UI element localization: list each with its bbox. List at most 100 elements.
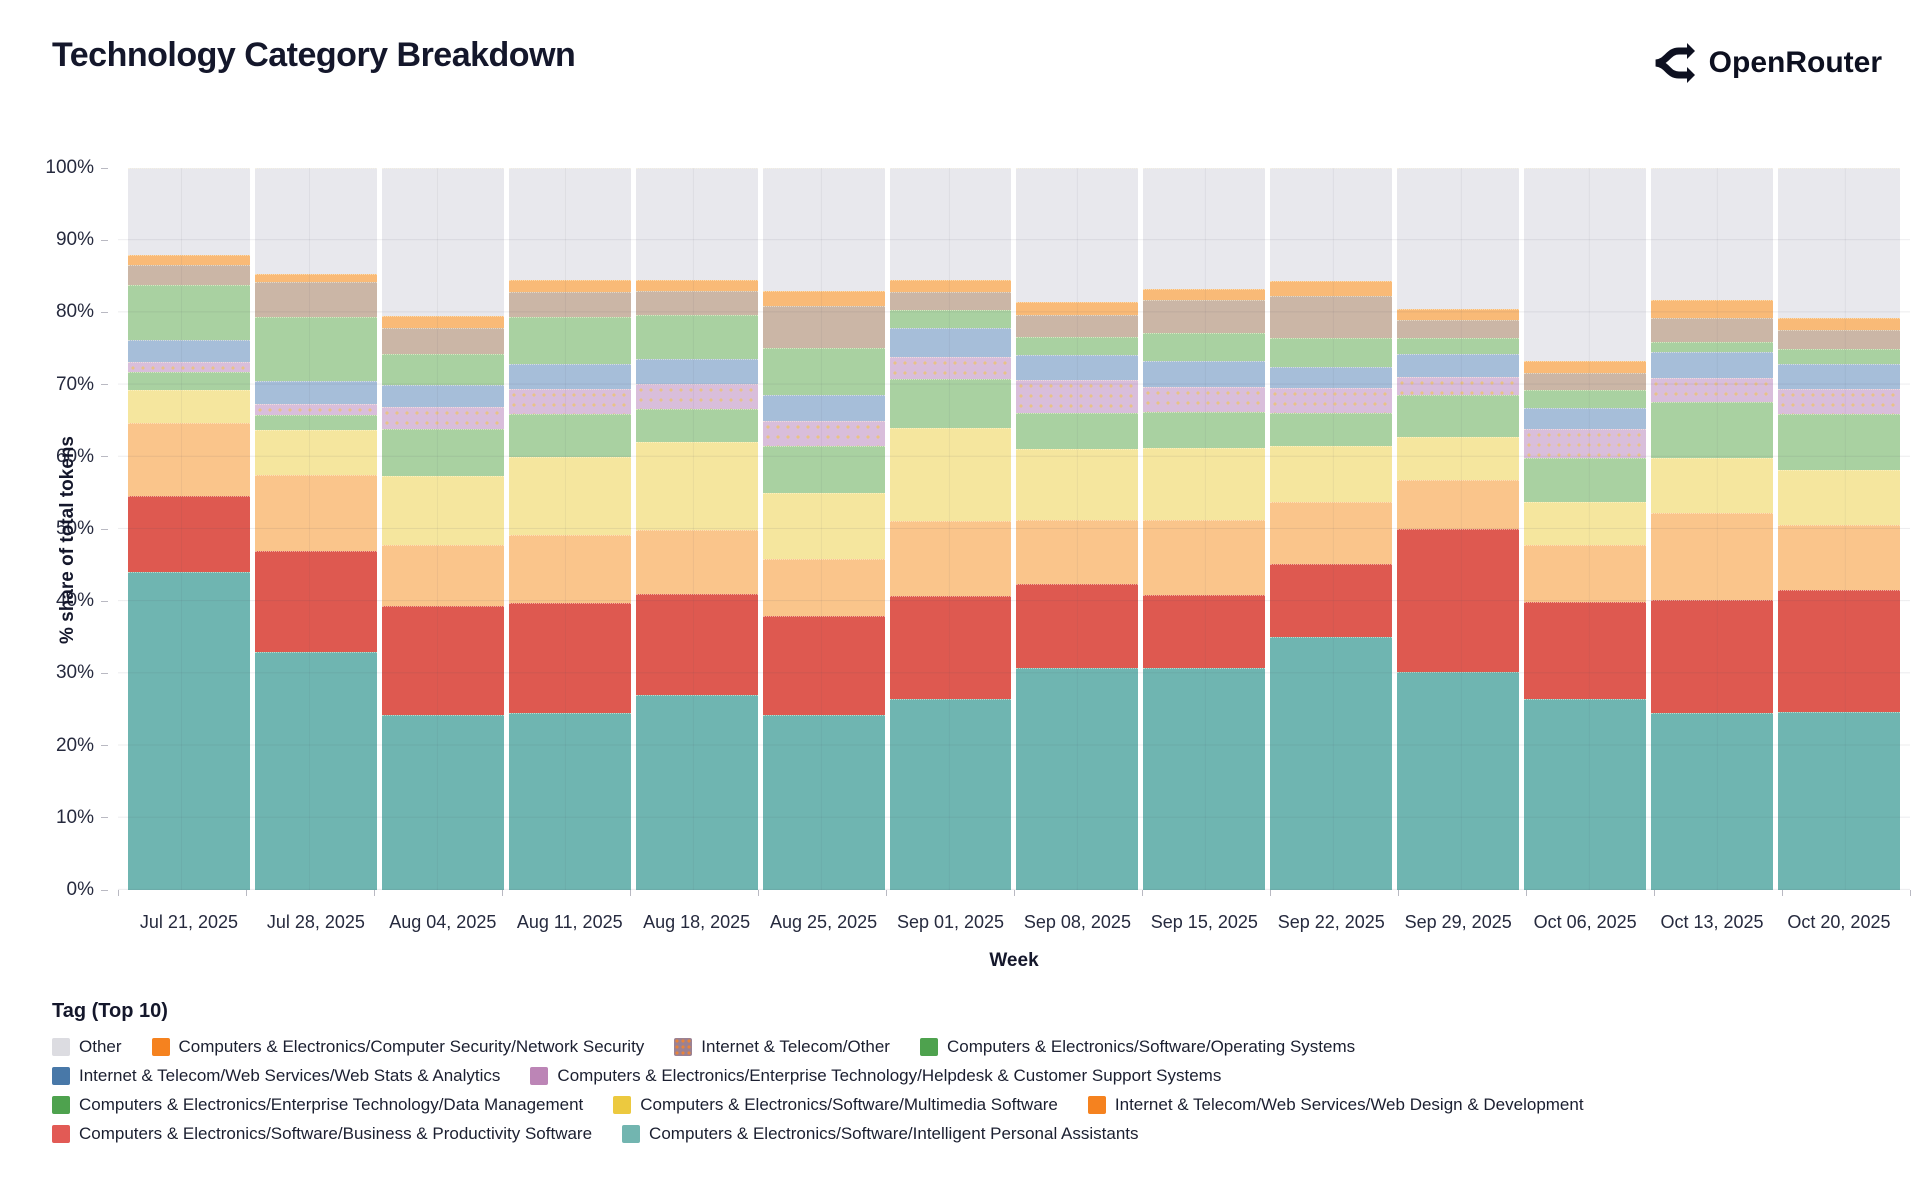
bar-segment[interactable]	[254, 474, 377, 551]
bar-segment[interactable]	[254, 404, 377, 415]
bar-segment[interactable]	[1143, 386, 1266, 412]
bar-segment[interactable]	[1143, 520, 1266, 595]
bar-segment[interactable]	[1777, 330, 1900, 350]
bar-segment[interactable]	[1777, 318, 1900, 331]
bar-column-oct-20-2025[interactable]	[1777, 168, 1900, 890]
bar-segment[interactable]	[635, 442, 758, 531]
bar-column-sep-01-2025[interactable]	[889, 168, 1012, 890]
bar-segment[interactable]	[889, 168, 1012, 280]
bar-segment[interactable]	[508, 602, 631, 714]
bar-segment[interactable]	[1651, 458, 1773, 514]
bar-segment[interactable]	[1270, 563, 1393, 638]
bar-segment[interactable]	[762, 348, 885, 396]
legend-item[interactable]: Internet & Telecom/Web Services/Web Stat…	[52, 1066, 500, 1086]
bar-segment[interactable]	[128, 496, 250, 573]
bar-segment[interactable]	[1651, 341, 1773, 353]
bar-segment[interactable]	[381, 168, 504, 316]
bar-segment[interactable]	[1651, 513, 1773, 600]
bar-segment[interactable]	[635, 593, 758, 695]
bar-segment[interactable]	[508, 279, 631, 293]
bar-segment[interactable]	[1397, 168, 1520, 309]
bar-segment[interactable]	[128, 284, 250, 340]
bar-segment[interactable]	[1270, 388, 1393, 414]
bar-segment[interactable]	[128, 372, 250, 390]
bar-segment[interactable]	[889, 378, 1012, 428]
bar-segment[interactable]	[381, 476, 504, 545]
bar-segment[interactable]	[762, 714, 885, 890]
bar-segment[interactable]	[508, 292, 631, 318]
bar-segment[interactable]	[1524, 389, 1647, 408]
bar-column-jul-21-2025[interactable]	[128, 168, 250, 890]
bar-segment[interactable]	[635, 383, 758, 410]
legend-item[interactable]: Computers & Electronics/Computer Securit…	[151, 1037, 644, 1057]
bar-segment[interactable]	[381, 385, 504, 407]
bar-column-oct-13-2025[interactable]	[1651, 168, 1773, 890]
bar-segment[interactable]	[508, 457, 631, 535]
bar-column-sep-08-2025[interactable]	[1016, 168, 1139, 890]
bar-segment[interactable]	[1397, 377, 1520, 396]
bar-segment[interactable]	[1016, 336, 1139, 355]
bar-segment[interactable]	[1777, 349, 1900, 364]
bar-segment[interactable]	[1016, 380, 1139, 413]
legend-item[interactable]: Computers & Electronics/Enterprise Techn…	[530, 1066, 1221, 1086]
bar-segment[interactable]	[889, 698, 1012, 890]
bar-segment[interactable]	[1524, 429, 1647, 459]
bar-column-oct-06-2025[interactable]	[1524, 168, 1647, 890]
bar-segment[interactable]	[508, 363, 631, 389]
legend-item[interactable]: Computers & Electronics/Software/Busines…	[52, 1124, 592, 1144]
bar-segment[interactable]	[1016, 668, 1139, 890]
bar-segment[interactable]	[635, 279, 758, 292]
bar-segment[interactable]	[1777, 589, 1900, 712]
bar-segment[interactable]	[254, 317, 377, 381]
bar-column-aug-25-2025[interactable]	[762, 168, 885, 890]
bar-segment[interactable]	[1143, 594, 1266, 669]
bar-segment[interactable]	[381, 715, 504, 890]
bar-segment[interactable]	[128, 572, 250, 890]
bar-segment[interactable]	[1397, 671, 1520, 890]
bar-segment[interactable]	[128, 422, 250, 497]
bar-segment[interactable]	[762, 305, 885, 349]
bar-segment[interactable]	[1270, 637, 1393, 890]
bar-segment[interactable]	[635, 409, 758, 443]
bar-segment[interactable]	[1016, 583, 1139, 669]
bar-segment[interactable]	[889, 357, 1012, 379]
bar-segment[interactable]	[508, 534, 631, 603]
bar-segment[interactable]	[889, 596, 1012, 699]
bar-segment[interactable]	[1651, 352, 1773, 379]
bar-segment[interactable]	[1143, 300, 1266, 333]
bar-segment[interactable]	[1777, 388, 1900, 415]
bar-segment[interactable]	[1524, 168, 1647, 362]
bar-segment[interactable]	[1016, 168, 1139, 302]
bar-segment[interactable]	[254, 651, 377, 890]
bar-segment[interactable]	[254, 282, 377, 318]
bar-segment[interactable]	[1651, 318, 1773, 342]
bar-segment[interactable]	[1270, 337, 1393, 367]
bar-segment[interactable]	[1524, 698, 1647, 890]
bar-segment[interactable]	[635, 168, 758, 280]
bar-segment[interactable]	[1651, 168, 1773, 301]
bar-segment[interactable]	[128, 168, 250, 255]
bar-column-sep-22-2025[interactable]	[1270, 168, 1393, 890]
bar-segment[interactable]	[381, 353, 504, 386]
bar-segment[interactable]	[1143, 668, 1266, 890]
bar-segment[interactable]	[1397, 528, 1520, 672]
bar-segment[interactable]	[381, 429, 504, 477]
legend-item[interactable]: Computers & Electronics/Software/Multime…	[613, 1095, 1058, 1115]
bar-segment[interactable]	[254, 274, 377, 283]
bar-segment[interactable]	[889, 427, 1012, 522]
bar-segment[interactable]	[1651, 378, 1773, 402]
bar-segment[interactable]	[762, 168, 885, 292]
bar-segment[interactable]	[508, 388, 631, 415]
bar-segment[interactable]	[254, 168, 377, 275]
bar-segment[interactable]	[635, 530, 758, 594]
bar-column-aug-11-2025[interactable]	[508, 168, 631, 890]
bar-segment[interactable]	[1016, 315, 1139, 337]
bar-segment[interactable]	[1524, 458, 1647, 502]
bar-segment[interactable]	[1270, 295, 1393, 338]
bar-segment[interactable]	[1397, 337, 1520, 355]
bar-column-jul-28-2025[interactable]	[254, 168, 377, 890]
bar-segment[interactable]	[1397, 308, 1520, 320]
bar-segment[interactable]	[889, 292, 1012, 311]
bar-segment[interactable]	[1143, 289, 1266, 301]
bar-segment[interactable]	[889, 521, 1012, 597]
